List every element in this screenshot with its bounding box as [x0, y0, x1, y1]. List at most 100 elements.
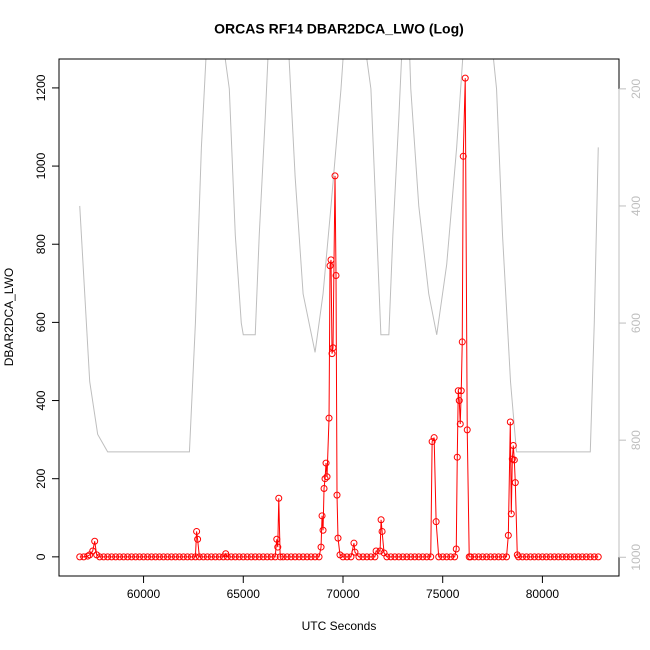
point	[363, 553, 371, 561]
point	[255, 553, 263, 561]
point	[518, 553, 526, 561]
point	[395, 553, 403, 561]
point	[321, 475, 329, 483]
point	[457, 387, 465, 395]
point	[132, 553, 140, 561]
point	[343, 553, 351, 561]
point	[367, 553, 375, 561]
point	[283, 553, 291, 561]
point	[439, 553, 447, 561]
y2-tick-label: 200	[629, 79, 643, 99]
point	[215, 553, 223, 561]
point	[383, 553, 391, 561]
point	[331, 172, 339, 180]
x-tick-label: 75000	[426, 587, 460, 601]
point	[435, 553, 443, 561]
series-line	[79, 59, 599, 453]
point	[329, 344, 337, 352]
point	[231, 553, 239, 561]
point	[322, 459, 330, 467]
y2-tick-label: 1000	[629, 544, 643, 571]
point	[530, 553, 538, 561]
point	[391, 553, 399, 561]
point	[387, 553, 395, 561]
point	[239, 553, 247, 561]
point	[267, 553, 275, 561]
point	[291, 553, 299, 561]
point	[108, 553, 116, 561]
point	[510, 456, 518, 464]
point	[148, 553, 156, 561]
y2-tick-label: 600	[629, 313, 643, 333]
point	[276, 553, 284, 561]
point	[399, 553, 407, 561]
point	[144, 553, 152, 561]
point	[183, 553, 191, 561]
point	[432, 518, 440, 526]
point	[550, 553, 558, 561]
point	[320, 484, 328, 492]
point	[273, 535, 281, 543]
chart-title: ORCAS RF14 DBAR2DCA_LWO (Log)	[214, 21, 464, 37]
point	[582, 553, 590, 561]
point	[247, 553, 255, 561]
point	[275, 494, 283, 502]
point	[287, 553, 295, 561]
point	[594, 553, 602, 561]
point	[251, 553, 259, 561]
point	[463, 426, 471, 434]
point	[351, 548, 359, 556]
point	[415, 553, 423, 561]
point	[566, 553, 574, 561]
point	[419, 553, 427, 561]
point	[156, 553, 164, 561]
point	[327, 256, 335, 264]
point	[475, 553, 483, 561]
point	[311, 553, 319, 561]
point	[140, 553, 148, 561]
point	[461, 74, 469, 82]
point	[546, 553, 554, 561]
point	[89, 547, 97, 555]
point	[295, 553, 303, 561]
point	[319, 526, 327, 534]
point	[347, 553, 355, 561]
point	[299, 553, 307, 561]
point	[96, 553, 104, 561]
point	[80, 553, 88, 561]
point	[203, 553, 211, 561]
point	[359, 553, 367, 561]
point	[562, 553, 570, 561]
point	[167, 553, 175, 561]
point	[187, 553, 195, 561]
point	[350, 539, 358, 547]
point	[100, 553, 108, 561]
point	[235, 553, 243, 561]
point	[160, 553, 168, 561]
point	[504, 531, 512, 539]
point	[495, 553, 503, 561]
point	[471, 553, 479, 561]
point	[554, 553, 562, 561]
point	[491, 553, 499, 561]
point	[403, 553, 411, 561]
point	[427, 553, 435, 561]
point	[590, 553, 598, 561]
y-tick-label: 600	[34, 312, 48, 332]
y-tick-label: 1200	[34, 74, 48, 101]
point	[509, 441, 517, 449]
y-tick-label: 200	[34, 468, 48, 488]
x-tick-label: 65000	[227, 587, 261, 601]
point	[376, 547, 384, 555]
point	[193, 527, 201, 535]
point	[124, 553, 132, 561]
y2-tick-label: 400	[629, 196, 643, 216]
point	[199, 553, 207, 561]
point	[334, 534, 342, 542]
point	[263, 553, 271, 561]
point	[307, 553, 315, 561]
point	[407, 553, 415, 561]
point	[428, 438, 436, 446]
